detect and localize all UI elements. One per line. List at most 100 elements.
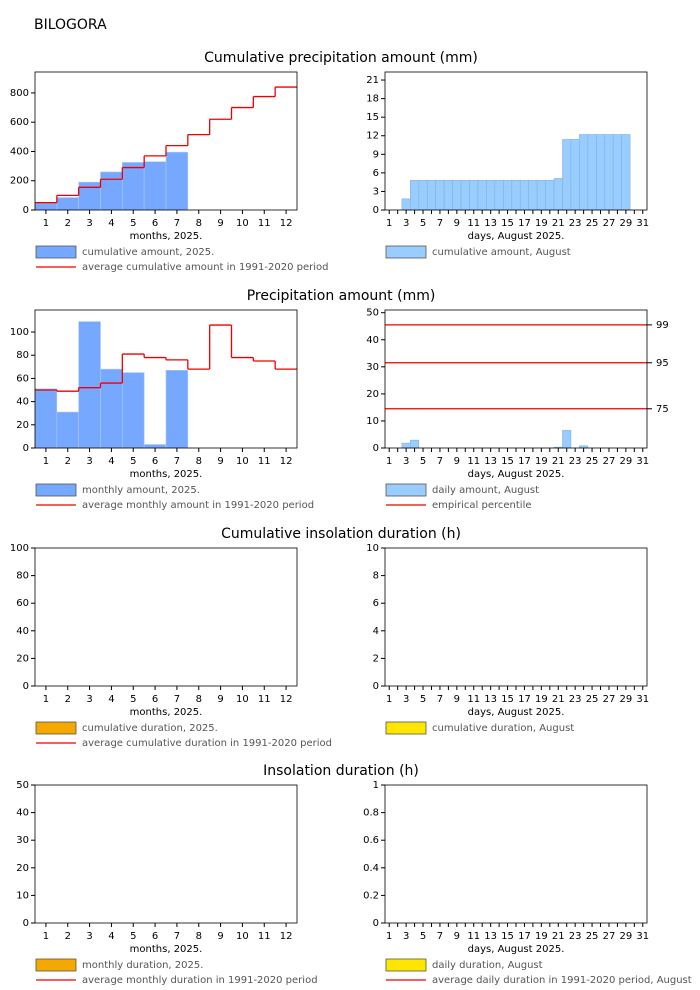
legend-swatch <box>385 245 427 259</box>
x-tick-label: 2 <box>65 456 71 467</box>
x-tick-label: 8 <box>196 456 202 467</box>
x-tick-label: 11 <box>467 218 480 229</box>
bar <box>34 203 58 211</box>
x-tick-label: 11 <box>467 694 480 705</box>
bar <box>503 179 513 211</box>
x-tick-label: 5 <box>130 218 136 229</box>
legend-label: daily amount, August <box>432 485 539 496</box>
y-tick-label: 8 <box>373 571 379 582</box>
x-tick-label: 21 <box>552 931 565 942</box>
x-tick-label: 27 <box>603 456 616 467</box>
bar <box>545 179 555 211</box>
x-tick-label: 13 <box>484 931 497 942</box>
x-tick-label: 9 <box>454 456 460 467</box>
bar <box>595 134 606 211</box>
x-tick-label: 19 <box>535 931 548 942</box>
x-tick-label: 3 <box>86 694 92 705</box>
x-tick-label: 3 <box>403 694 409 705</box>
x-axis-label: days, August 2025. <box>468 944 565 955</box>
bar <box>511 179 521 211</box>
y-tick-label: 0 <box>23 443 29 454</box>
y-tick-label: 20 <box>16 420 29 431</box>
x-tick-label: 31 <box>636 218 649 229</box>
y-tick-label: 10 <box>366 416 379 427</box>
y-tick-label: 100 <box>10 327 29 338</box>
bar <box>570 139 580 211</box>
x-tick-label: 6 <box>152 694 158 705</box>
x-tick-label: 13 <box>484 694 497 705</box>
percentile-label: 75 <box>656 404 669 415</box>
y-tick-label: 30 <box>366 362 379 373</box>
y-tick-label: 40 <box>366 335 379 346</box>
x-tick-label: 11 <box>467 931 480 942</box>
y-tick-label: 10 <box>366 543 379 554</box>
x-tick-label: 4 <box>108 456 114 467</box>
bar <box>165 370 189 449</box>
bar <box>122 372 145 449</box>
x-tick-label: 11 <box>258 218 271 229</box>
x-tick-label: 12 <box>280 694 293 705</box>
x-tick-label: 17 <box>518 218 531 229</box>
y-tick-label: 20 <box>366 389 379 400</box>
bar <box>100 171 123 211</box>
y-tick-label: 0 <box>23 681 29 692</box>
x-axis-label: months, 2025. <box>130 231 203 242</box>
y-tick-label: 0 <box>373 681 379 692</box>
x-tick-label: 31 <box>636 456 649 467</box>
bar <box>579 134 589 211</box>
x-tick-label: 7 <box>437 218 443 229</box>
y-tick-label: 400 <box>10 146 29 157</box>
y-tick-label: 0.6 <box>363 835 379 846</box>
x-tick-label: 3 <box>86 218 92 229</box>
x-tick-label: 3 <box>86 931 92 942</box>
y-tick-label: 20 <box>16 653 29 664</box>
x-tick-label: 5 <box>420 694 426 705</box>
bar <box>100 368 123 449</box>
bar <box>519 179 529 211</box>
x-tick-label: 13 <box>484 456 497 467</box>
x-tick-label: 27 <box>603 218 616 229</box>
plot-frame <box>34 547 298 687</box>
x-tick-label: 4 <box>108 931 114 942</box>
y-tick-label: 80 <box>16 350 29 361</box>
x-tick-label: 19 <box>535 456 548 467</box>
x-tick-label: 1 <box>386 218 392 229</box>
x-tick-label: 7 <box>174 218 180 229</box>
x-axis-label: days, August 2025. <box>468 469 565 480</box>
x-tick-label: 15 <box>501 931 514 942</box>
x-tick-label: 9 <box>217 456 223 467</box>
x-tick-label: 10 <box>236 218 249 229</box>
x-tick-label: 4 <box>108 218 114 229</box>
y-tick-label: 100 <box>10 543 29 554</box>
plot-frame <box>384 547 648 687</box>
x-axis-label: months, 2025. <box>130 469 203 480</box>
x-tick-label: 8 <box>196 931 202 942</box>
x-tick-label: 23 <box>569 694 582 705</box>
x-tick-label: 15 <box>501 694 514 705</box>
percentile-label: 99 <box>656 320 669 331</box>
x-tick-label: 3 <box>86 456 92 467</box>
plot-frame <box>34 71 298 211</box>
y-tick-label: 0 <box>23 918 29 929</box>
bar <box>553 178 563 211</box>
x-tick-label: 5 <box>130 931 136 942</box>
y-tick-label: 0.4 <box>363 863 379 874</box>
bar <box>612 134 622 211</box>
plot-frame <box>384 784 648 924</box>
legend-label: average cumulative duration in 1991-2020… <box>82 738 332 749</box>
x-tick-label: 2 <box>65 694 71 705</box>
legend-swatch <box>35 483 77 497</box>
x-tick-label: 8 <box>196 218 202 229</box>
x-tick-label: 6 <box>152 456 158 467</box>
x-tick-label: 7 <box>174 931 180 942</box>
x-tick-label: 23 <box>569 456 582 467</box>
section-title: Precipitation amount (mm) <box>247 288 436 304</box>
x-tick-label: 19 <box>535 218 548 229</box>
y-tick-label: 3 <box>373 186 379 197</box>
bar <box>528 179 538 211</box>
x-tick-label: 10 <box>236 456 249 467</box>
bar <box>486 179 496 211</box>
x-tick-label: 7 <box>437 694 443 705</box>
legend-swatch <box>385 721 427 735</box>
x-tick-label: 25 <box>586 694 599 705</box>
